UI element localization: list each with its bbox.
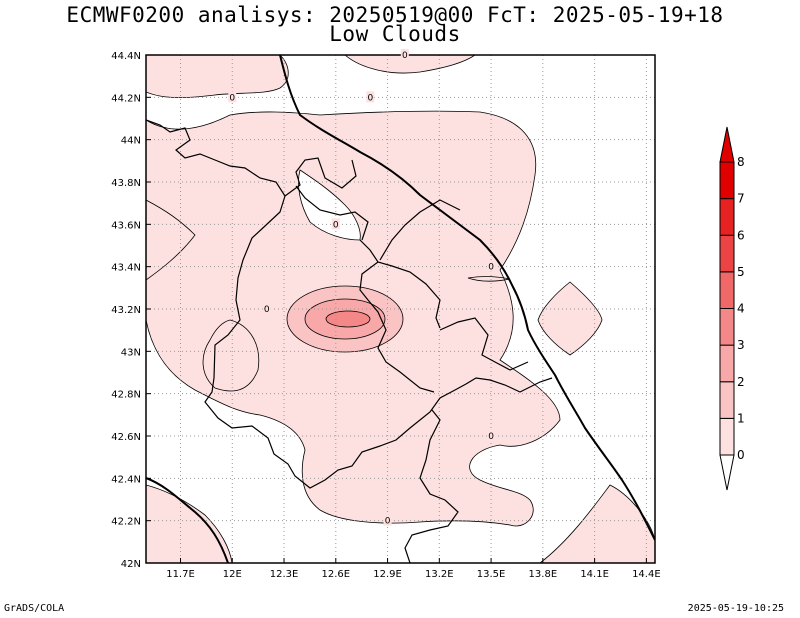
contour-label-bg (366, 91, 375, 103)
coastline-west (146, 477, 229, 563)
colorbar-segment (719, 417, 735, 456)
colorbar-segment (719, 308, 735, 346)
cloud-region-right-diamond (537, 281, 603, 356)
contour-label: 0 (367, 93, 373, 103)
footer-timestamp: 2025-05-19-10:25 (687, 603, 784, 614)
contour-label-bg (400, 49, 409, 60)
contour-label: 0 (402, 51, 408, 61)
x-tick-label: 14.1E (580, 569, 609, 580)
colorbar-top-triangle (719, 126, 735, 163)
contour-label-bg (487, 430, 496, 441)
x-tick-label: 12E (223, 569, 242, 580)
colorbar-segment (719, 381, 735, 419)
contour-label: 0 (333, 220, 339, 230)
contour-labels: 0 0 0 0 0 0 0 0 (228, 49, 496, 527)
colorbar-label: 7 (737, 192, 745, 206)
contour-label: 0 (264, 305, 270, 315)
x-tick-label: 13.8E (529, 569, 558, 580)
contour-label-bg (262, 303, 271, 314)
contour-label: 0 (385, 517, 391, 527)
y-tick-label: 42.6N (111, 432, 141, 443)
colorbar-label: 0 (737, 448, 745, 462)
y-tick-label: 44.2N (111, 93, 141, 104)
contour-label: 0 (488, 263, 494, 273)
y-axis: 42N 42.2N 42.4N 42.6N 42.8N 43N 43.2N 43.4N 43.6… (111, 51, 151, 570)
colorbar-segment (719, 234, 735, 273)
colorbar-label: 2 (737, 375, 745, 389)
y-tick-label: 42.4N (111, 474, 141, 485)
x-tick-label: 13.2E (425, 569, 454, 580)
y-tick-label: 44.4N (111, 51, 141, 62)
regional-borders (146, 119, 553, 563)
y-tick-label: 42.2N (111, 517, 141, 528)
colorbar-label: 8 (737, 155, 745, 169)
colorbar-label: 5 (737, 265, 745, 279)
y-tick-label: 42.8N (111, 390, 141, 401)
y-tick-label: 42N (121, 559, 141, 570)
y-tick-label: 43.6N (111, 220, 141, 231)
cloud-region-bottom-right (539, 484, 655, 563)
y-tick-label: 43N (121, 347, 141, 358)
x-tick-label: 12.3E (270, 569, 299, 580)
inner-sea-border (295, 185, 369, 241)
footer-credit: GrADS/COLA (4, 603, 65, 614)
colorbar-segment (719, 161, 735, 200)
contour-label-bg (228, 91, 237, 103)
colorbar-label: 1 (737, 411, 745, 425)
chart-subtitle: Low Clouds (329, 22, 461, 46)
cloud-max-inner (325, 310, 371, 328)
colorbar-label: 4 (737, 302, 745, 316)
y-tick-label: 44N (121, 136, 141, 147)
contour-label-bg (331, 218, 340, 230)
cloud-region-left-small (202, 319, 260, 392)
colorbar-segment (719, 344, 735, 383)
contour-label-bg (383, 514, 392, 526)
cloud-region-bottom-left (146, 484, 233, 563)
contour-label-bg (487, 260, 496, 272)
cloud-region-topleft (146, 55, 289, 99)
x-tick-label: 12.9E (373, 569, 402, 580)
y-tick-label: 43.2N (111, 305, 141, 316)
contour-label: 0 (488, 432, 494, 442)
contour-label: 0 (229, 93, 235, 103)
colorbar: 0 1 2 3 4 5 6 7 8 (719, 126, 745, 491)
coastline (279, 55, 655, 541)
chart-title: ECMWF0200 analisys: 20250519@00 FcT: 202… (66, 3, 724, 27)
y-tick-label: 43.8N (111, 178, 141, 189)
y-tick-label: 43.4N (111, 263, 141, 274)
x-tick-label: 14.4E (632, 569, 661, 580)
colorbar-label: 6 (737, 228, 745, 242)
x-tick-label: 11.7E (166, 569, 195, 580)
colorbar-bottom-triangle (719, 454, 735, 491)
x-tick-label: 12.6E (321, 569, 350, 580)
x-axis: 11.7E 12E 12.3E 12.6E 12.9E 13.2E 13.5E 13.8E 14… (166, 558, 661, 580)
colorbar-segment (719, 198, 735, 236)
cloud-region-left (146, 199, 196, 281)
cloud-region-top (344, 55, 476, 74)
colorbar-segment (719, 271, 735, 309)
x-tick-label: 13.5E (477, 569, 506, 580)
colorbar-label: 3 (737, 338, 745, 352)
coastline-borders (146, 55, 655, 563)
